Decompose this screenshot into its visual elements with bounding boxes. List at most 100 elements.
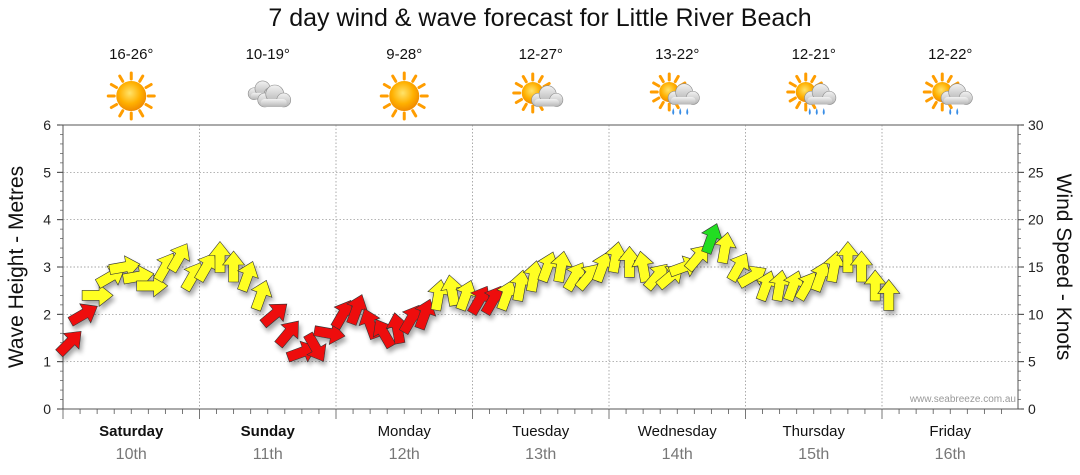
cloud-base: [534, 98, 560, 107]
day-temperature: 9-28°: [386, 46, 422, 63]
sunny-icon: [106, 71, 156, 121]
day-date: 12th: [389, 446, 420, 463]
watermark: www.seabreeze.com.au: [909, 394, 1016, 405]
wind-arrow: [250, 279, 273, 312]
sun-ray: [138, 74, 145, 83]
sun-ray: [658, 100, 665, 110]
rain-drop: [672, 108, 675, 115]
sun-disc: [116, 81, 147, 111]
wind-arrow: [849, 250, 874, 283]
day-name: Wednesday: [638, 423, 717, 440]
wind-arrow: [221, 250, 246, 283]
day-date: 16th: [935, 446, 966, 463]
left-tick-label: 3: [43, 259, 51, 275]
left-tick-label: 6: [43, 117, 51, 133]
wind-arrow: [166, 243, 190, 274]
day-name: Sunday: [241, 423, 296, 440]
sun-ray: [652, 96, 661, 103]
chart-title: 7 day wind & wave forecast for Little Ri…: [268, 4, 812, 32]
wind-arrow: [877, 278, 901, 311]
sun-ray: [411, 74, 418, 83]
day-temperature: 12-21°: [792, 46, 836, 63]
sun-ray: [118, 74, 125, 83]
sun-ray: [810, 74, 817, 84]
day-temperature: 16-26°: [109, 46, 153, 63]
rain-drop: [686, 108, 689, 115]
day-labels: Saturday 10th Sunday 11th Monday 12th Tuesday 1…: [99, 423, 971, 463]
day-temperature: 13-22°: [655, 46, 699, 63]
sun-disc: [389, 81, 420, 111]
rain-drop: [822, 108, 825, 115]
rain-drop: [949, 108, 952, 115]
sun-ray: [658, 74, 665, 84]
showers-icon: [786, 72, 837, 115]
sun-ray: [788, 96, 797, 103]
left-tick-label: 4: [43, 212, 51, 228]
day-temperature: 12-22°: [928, 46, 972, 63]
wind-arrow: [414, 298, 437, 331]
weather-row: 16-26° 10-19° 9-28° 12-27° 13-22° 12-21° 12-22…: [106, 46, 973, 121]
sun-ray: [946, 74, 953, 84]
wind-arrow: [863, 269, 887, 302]
wind-arrow: [713, 231, 737, 265]
day-date: 10th: [116, 446, 147, 463]
sun-ray: [521, 102, 528, 111]
showers-icon: [649, 72, 700, 115]
day-name: Friday: [929, 423, 971, 440]
rain-drop: [808, 108, 811, 115]
wind-arrow: [683, 244, 709, 273]
cloudy-icon: [247, 80, 292, 108]
sun-ray: [144, 83, 153, 89]
sun-ray: [652, 81, 661, 88]
sun-ray: [417, 83, 426, 89]
cloud-base: [670, 96, 696, 105]
left-tick-label: 1: [43, 354, 51, 370]
sun-ray: [118, 109, 125, 118]
sun-ray: [537, 75, 544, 84]
rain-drop: [679, 108, 682, 115]
right-tick-label: 0: [1028, 401, 1036, 417]
day-date: 13th: [525, 446, 556, 463]
rain-drop: [815, 108, 818, 115]
rain-drop: [956, 108, 959, 115]
right-tick-label: 20: [1028, 212, 1044, 228]
sun-ray: [795, 74, 802, 84]
day-temperature: 10-19°: [246, 46, 290, 63]
wind-arrows: [55, 223, 901, 363]
sun-ray: [391, 74, 398, 83]
left-tick-label: 0: [43, 401, 51, 417]
sun-ray: [109, 83, 119, 89]
sun-ray: [391, 109, 398, 118]
partly-cloudy-icon: [512, 72, 564, 114]
right-tick-label: 5: [1028, 354, 1036, 370]
sun-ray: [931, 74, 938, 84]
wind-arrow: [259, 303, 288, 329]
right-axis-label: Wind Speed - Knots: [1052, 174, 1075, 361]
sun-ray: [411, 109, 418, 118]
day-name: Thursday: [782, 423, 845, 440]
wind-arrow: [550, 250, 573, 283]
light-showers-icon: [922, 72, 973, 115]
day-name: Saturday: [99, 423, 164, 440]
wind-arrow: [736, 265, 767, 289]
sun-ray: [788, 81, 797, 88]
day-date: 11th: [253, 446, 283, 463]
sun-ray: [144, 103, 153, 109]
sun-ray: [795, 100, 802, 110]
sunny-icon: [379, 71, 429, 121]
wind-arrow: [726, 252, 750, 283]
day-date: 14th: [662, 446, 693, 463]
sun-ray: [514, 82, 523, 88]
cloud-base: [807, 96, 833, 105]
wind-arrow: [303, 331, 327, 362]
day-date: 15th: [798, 446, 829, 463]
wind-arrow: [274, 320, 299, 349]
right-tick-label: 30: [1028, 117, 1044, 133]
wind-arrow: [55, 331, 82, 358]
right-axis: 0 5 10 15 20 25 30: [1018, 117, 1044, 417]
right-tick-label: 10: [1028, 306, 1044, 322]
cloud-base: [260, 99, 287, 107]
sun-ray: [417, 103, 426, 109]
sun-ray: [925, 81, 934, 88]
